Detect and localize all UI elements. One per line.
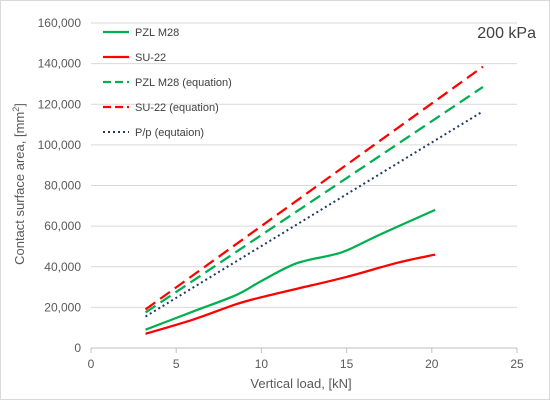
y-axis-title-main: Contact surface area, [mm [12, 112, 27, 265]
x-tick-label: 15 [340, 357, 354, 371]
legend-label: P/p (equtaion) [135, 127, 204, 139]
x-tick-label: 25 [510, 357, 524, 371]
x-axis-title: Vertical load, [kN] [250, 376, 351, 391]
y-tick-label: 100,000 [38, 138, 82, 152]
legend-label: PZL M28 (equation) [135, 77, 232, 89]
series-line-2 [144, 86, 484, 314]
pressure-annotation: 200 kPa [477, 25, 536, 42]
y-tick-label: 40,000 [44, 260, 81, 274]
x-tick-label: 0 [88, 357, 95, 371]
series-line-0 [145, 208, 436, 331]
y-axis-title: Contact surface area, [mm2] [11, 103, 27, 265]
y-tick-label: 140,000 [38, 57, 82, 71]
series-layer [144, 65, 484, 335]
series-line-1 [145, 253, 436, 335]
y-axis-title-end: ] [12, 103, 27, 107]
legend-label: PZL M28 [135, 27, 179, 39]
legend: PZL M28 SU-22 PZL M28 (equation) SU-22 (equ… [103, 27, 232, 139]
y-tick-label: 120,000 [38, 97, 82, 111]
x-tick-label: 10 [255, 357, 269, 371]
legend-label: SU-22 (equation) [135, 102, 219, 114]
y-tick-label: 0 [74, 341, 81, 355]
legend-label: SU-22 [135, 52, 166, 64]
y-tick-label: 80,000 [44, 179, 81, 193]
y-tick-label: 60,000 [44, 219, 81, 233]
x-tick-label: 20 [425, 357, 439, 371]
y-axis-title-superscript: 2 [11, 107, 21, 112]
gridlines [91, 22, 517, 308]
axes: 0 20,000 40,000 60,000 80,000 100,000 120,000 1… [38, 16, 524, 371]
x-tick-label: 5 [173, 357, 180, 371]
y-tick-label: 160,000 [38, 16, 82, 30]
y-tick-label: 20,000 [44, 300, 81, 314]
series-line-3 [144, 65, 484, 311]
series-line-4 [145, 110, 484, 318]
